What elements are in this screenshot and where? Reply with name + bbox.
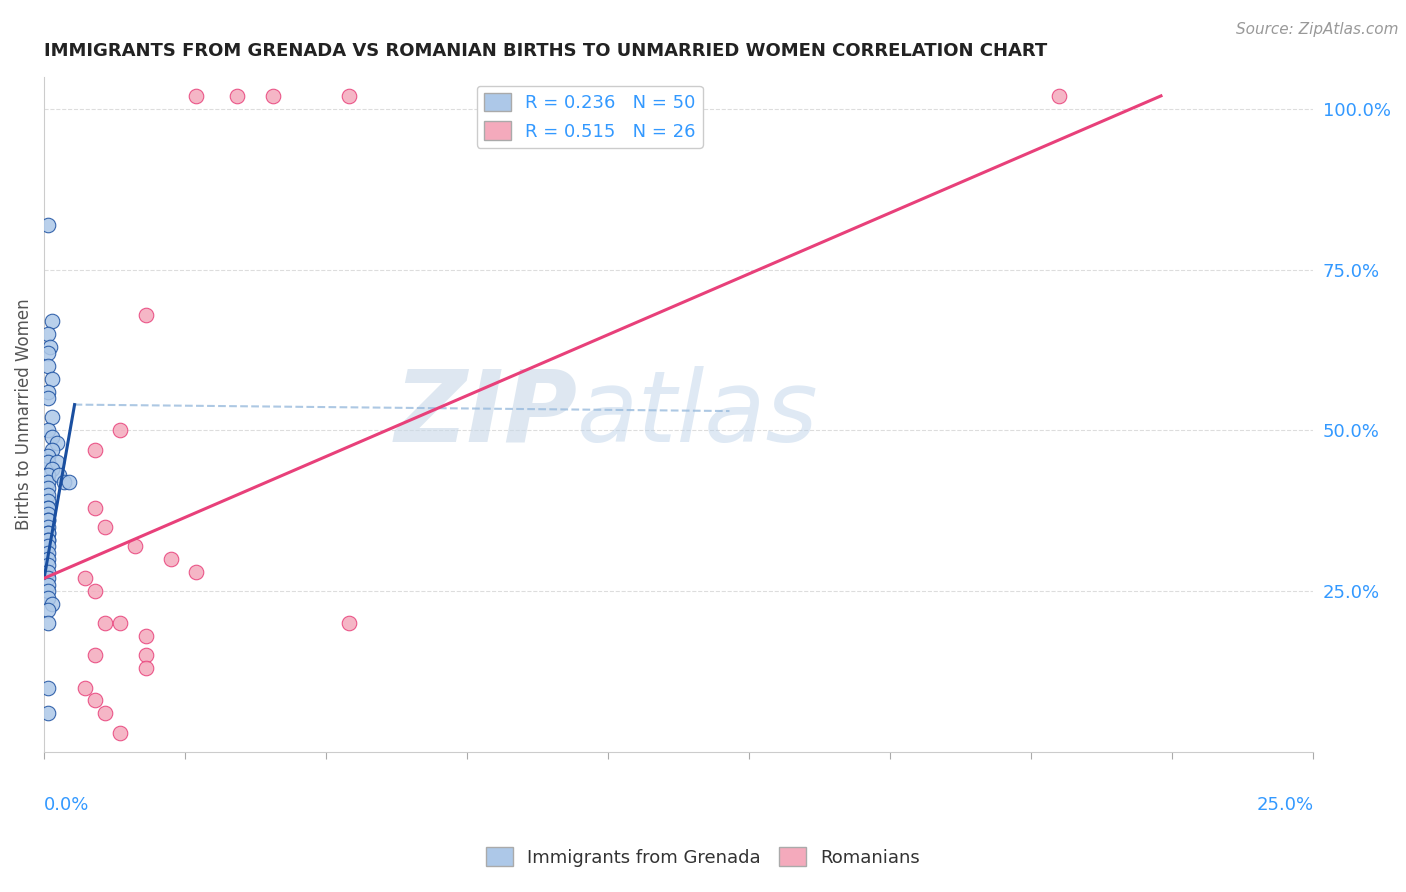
Point	[37, 455, 59, 469]
Point	[41, 314, 63, 328]
Point	[83, 693, 105, 707]
Point	[37, 218, 59, 232]
Point	[262, 88, 284, 103]
Point	[135, 629, 157, 643]
Point	[39, 340, 62, 354]
Text: 25.0%: 25.0%	[1256, 796, 1313, 814]
Point	[37, 565, 59, 579]
Point	[37, 603, 59, 617]
Point	[83, 584, 105, 599]
Point	[37, 475, 59, 489]
Point	[37, 391, 59, 405]
Point	[37, 423, 59, 437]
Point	[37, 513, 59, 527]
Point	[110, 616, 132, 631]
Point	[37, 513, 59, 527]
Point	[37, 539, 59, 553]
Point	[186, 565, 208, 579]
Point	[41, 430, 63, 444]
Point	[37, 326, 59, 341]
Point	[37, 449, 59, 463]
Point	[135, 661, 157, 675]
Point	[41, 410, 63, 425]
Point	[37, 591, 59, 605]
Point	[37, 584, 59, 599]
Point	[41, 597, 63, 611]
Y-axis label: Births to Unmarried Women: Births to Unmarried Women	[15, 299, 32, 530]
Point	[37, 500, 59, 515]
Legend: R = 0.236   N = 50, R = 0.515   N = 26: R = 0.236 N = 50, R = 0.515 N = 26	[477, 86, 703, 148]
Point	[1049, 88, 1071, 103]
Point	[58, 475, 80, 489]
Point	[337, 88, 360, 103]
Point	[37, 468, 59, 483]
Text: Source: ZipAtlas.com: Source: ZipAtlas.com	[1236, 22, 1399, 37]
Point	[48, 468, 70, 483]
Text: ZIP: ZIP	[394, 366, 576, 463]
Point	[37, 681, 59, 695]
Point	[37, 488, 59, 502]
Point	[73, 681, 96, 695]
Point	[41, 462, 63, 476]
Text: IMMIGRANTS FROM GRENADA VS ROMANIAN BIRTHS TO UNMARRIED WOMEN CORRELATION CHART: IMMIGRANTS FROM GRENADA VS ROMANIAN BIRT…	[44, 42, 1047, 60]
Point	[37, 526, 59, 541]
Point	[124, 539, 146, 553]
Point	[135, 648, 157, 663]
Point	[83, 500, 105, 515]
Point	[37, 346, 59, 360]
Point	[94, 616, 117, 631]
Point	[135, 308, 157, 322]
Point	[37, 616, 59, 631]
Point	[53, 475, 76, 489]
Point	[37, 558, 59, 573]
Point	[37, 577, 59, 591]
Point	[226, 88, 249, 103]
Point	[186, 88, 208, 103]
Point	[37, 552, 59, 566]
Point	[41, 442, 63, 457]
Point	[94, 706, 117, 721]
Point	[37, 533, 59, 547]
Point	[94, 520, 117, 534]
Point	[83, 648, 105, 663]
Point	[37, 706, 59, 721]
Point	[37, 533, 59, 547]
Text: 0.0%: 0.0%	[44, 796, 90, 814]
Point	[37, 481, 59, 495]
Legend: Immigrants from Grenada, Romanians: Immigrants from Grenada, Romanians	[478, 840, 928, 874]
Point	[37, 571, 59, 585]
Text: atlas: atlas	[576, 366, 818, 463]
Point	[37, 384, 59, 399]
Point	[45, 436, 67, 450]
Point	[45, 455, 67, 469]
Point	[110, 725, 132, 739]
Point	[110, 423, 132, 437]
Point	[337, 616, 360, 631]
Point	[37, 526, 59, 541]
Point	[41, 372, 63, 386]
Point	[37, 494, 59, 508]
Point	[37, 359, 59, 373]
Point	[73, 571, 96, 585]
Point	[37, 520, 59, 534]
Point	[37, 545, 59, 559]
Point	[160, 552, 183, 566]
Point	[37, 500, 59, 515]
Point	[37, 507, 59, 521]
Point	[83, 442, 105, 457]
